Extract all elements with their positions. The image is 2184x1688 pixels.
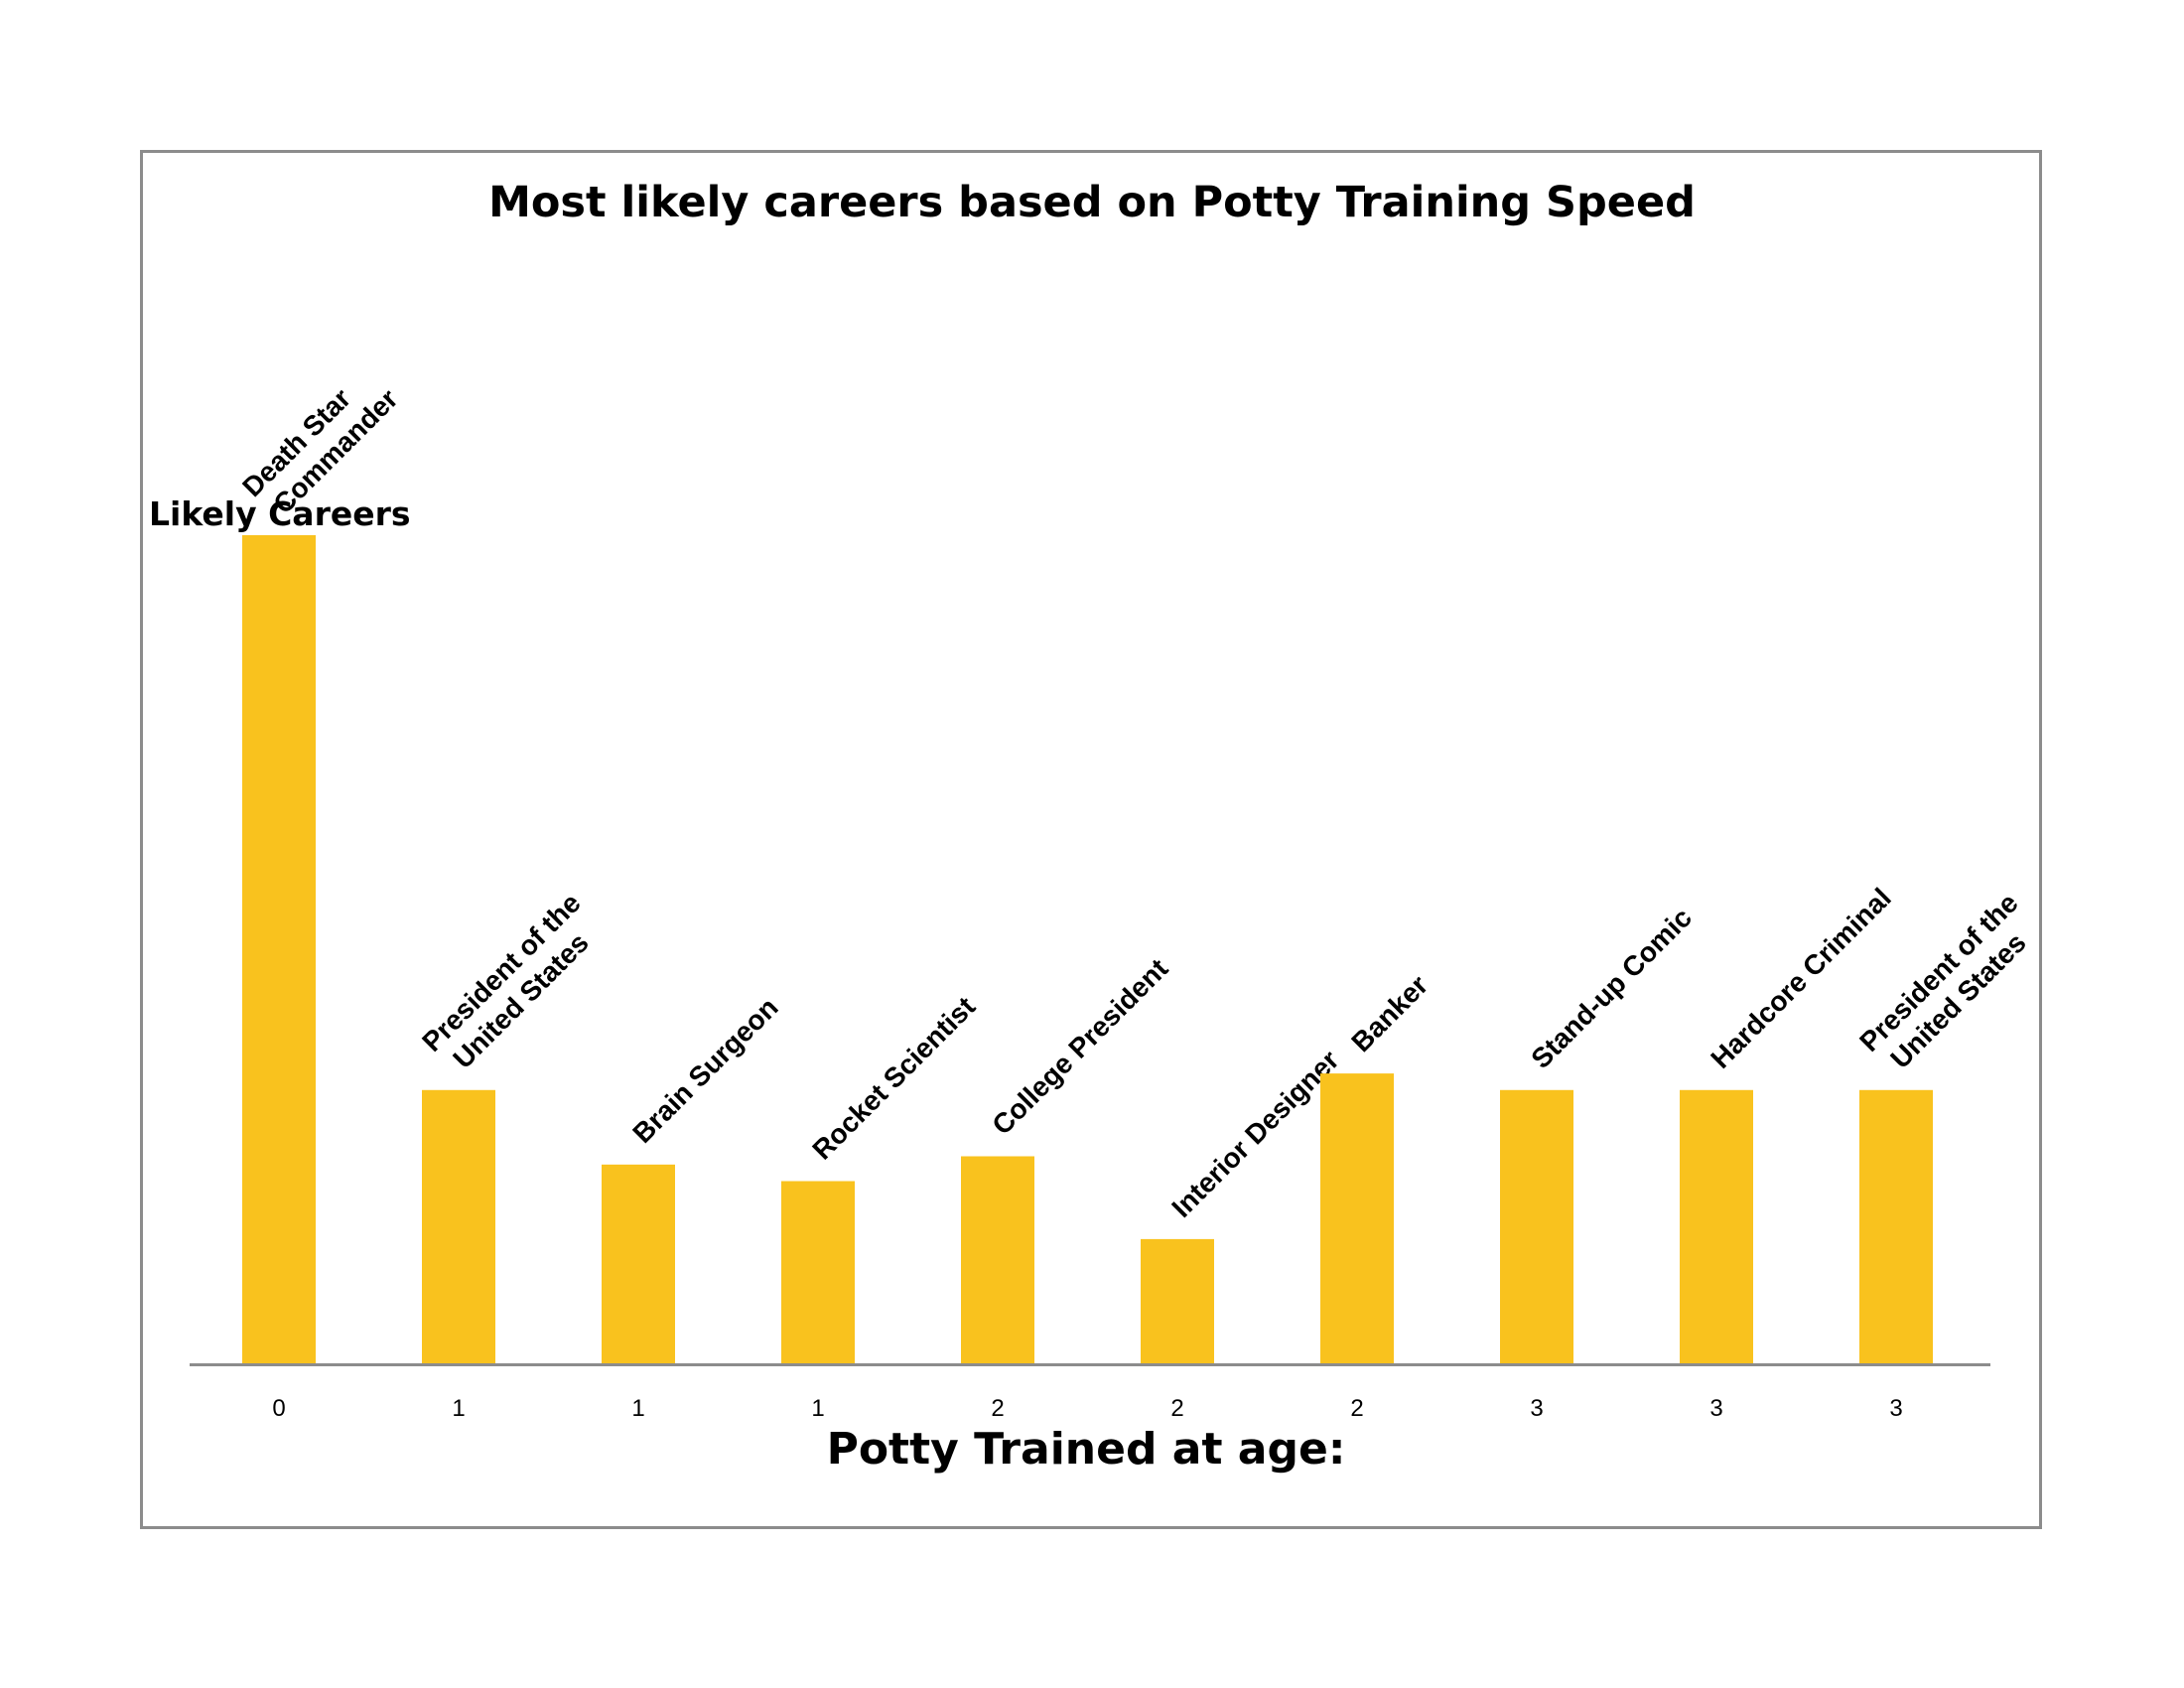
bar — [1859, 1089, 1933, 1363]
x-tick-label: 1 — [452, 1395, 465, 1422]
x-tick-label: 2 — [1350, 1395, 1363, 1422]
bar — [1141, 1238, 1214, 1363]
bar — [422, 1089, 495, 1363]
bar-label-line: Rocket Scientist — [806, 991, 981, 1166]
bar-label-line: College President — [986, 953, 1173, 1141]
x-tick-label: 1 — [811, 1395, 824, 1422]
bar-label-line: Brain Surgeon — [626, 992, 783, 1149]
x-tick-label: 1 — [631, 1395, 644, 1422]
bar — [242, 535, 316, 1363]
bar-label: Interior Designer — [1165, 1045, 1344, 1223]
bar — [1680, 1089, 1753, 1363]
x-tick-label: 3 — [1889, 1395, 1902, 1422]
chart-title: Most likely careers based on Potty Train… — [488, 178, 1696, 227]
bar-label: College President — [986, 953, 1173, 1141]
bar-label-line: Banker — [1345, 969, 1433, 1057]
bar — [961, 1156, 1034, 1363]
bar-label-line: Stand-up Comic — [1525, 902, 1698, 1074]
bar — [602, 1164, 675, 1363]
bar — [1500, 1089, 1573, 1363]
bar — [781, 1181, 855, 1363]
bar-label: Banker — [1345, 969, 1433, 1057]
bar-label: Brain Surgeon — [626, 992, 783, 1149]
x-tick-label: 0 — [272, 1395, 285, 1422]
x-tick-label: 2 — [991, 1395, 1004, 1422]
bar — [1320, 1073, 1394, 1363]
bar-label: Death StarCommander — [236, 359, 404, 527]
x-tick-label: 2 — [1170, 1395, 1183, 1422]
x-axis-title: Potty Trained at age: — [826, 1424, 1346, 1475]
x-tick-label: 3 — [1709, 1395, 1722, 1422]
bar-label: Rocket Scientist — [806, 991, 981, 1166]
bar-label: Stand-up Comic — [1525, 902, 1698, 1074]
bar-label-line: Interior Designer — [1165, 1045, 1344, 1223]
x-tick-label: 3 — [1530, 1395, 1543, 1422]
bar-label: President of theUnited States — [416, 888, 611, 1082]
